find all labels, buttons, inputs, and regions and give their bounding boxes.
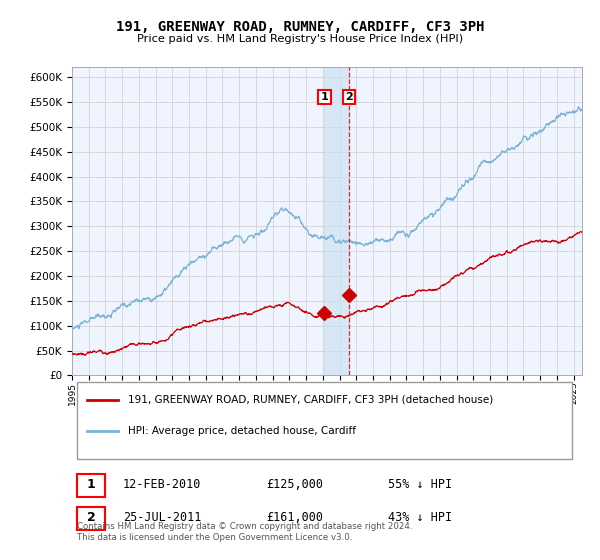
Text: 1: 1 <box>87 478 96 491</box>
Text: 1: 1 <box>320 92 328 102</box>
FancyBboxPatch shape <box>77 474 105 497</box>
Text: 25-JUL-2011: 25-JUL-2011 <box>123 511 202 524</box>
Text: 2: 2 <box>87 511 96 524</box>
Text: 2: 2 <box>345 92 353 102</box>
Text: Contains HM Land Registry data © Crown copyright and database right 2024.
This d: Contains HM Land Registry data © Crown c… <box>77 522 413 542</box>
Text: 43% ↓ HPI: 43% ↓ HPI <box>388 511 452 524</box>
Text: 191, GREENWAY ROAD, RUMNEY, CARDIFF, CF3 3PH: 191, GREENWAY ROAD, RUMNEY, CARDIFF, CF3… <box>116 20 484 34</box>
FancyBboxPatch shape <box>77 507 105 530</box>
Text: 12-FEB-2010: 12-FEB-2010 <box>123 478 202 491</box>
Text: 55% ↓ HPI: 55% ↓ HPI <box>388 478 452 491</box>
Bar <box>325 67 349 375</box>
Text: £125,000: £125,000 <box>266 478 323 491</box>
Text: £161,000: £161,000 <box>266 511 323 524</box>
Text: Price paid vs. HM Land Registry's House Price Index (HPI): Price paid vs. HM Land Registry's House … <box>137 34 463 44</box>
FancyBboxPatch shape <box>77 382 572 459</box>
Text: HPI: Average price, detached house, Cardiff: HPI: Average price, detached house, Card… <box>128 426 356 436</box>
Text: 191, GREENWAY ROAD, RUMNEY, CARDIFF, CF3 3PH (detached house): 191, GREENWAY ROAD, RUMNEY, CARDIFF, CF3… <box>128 395 493 405</box>
